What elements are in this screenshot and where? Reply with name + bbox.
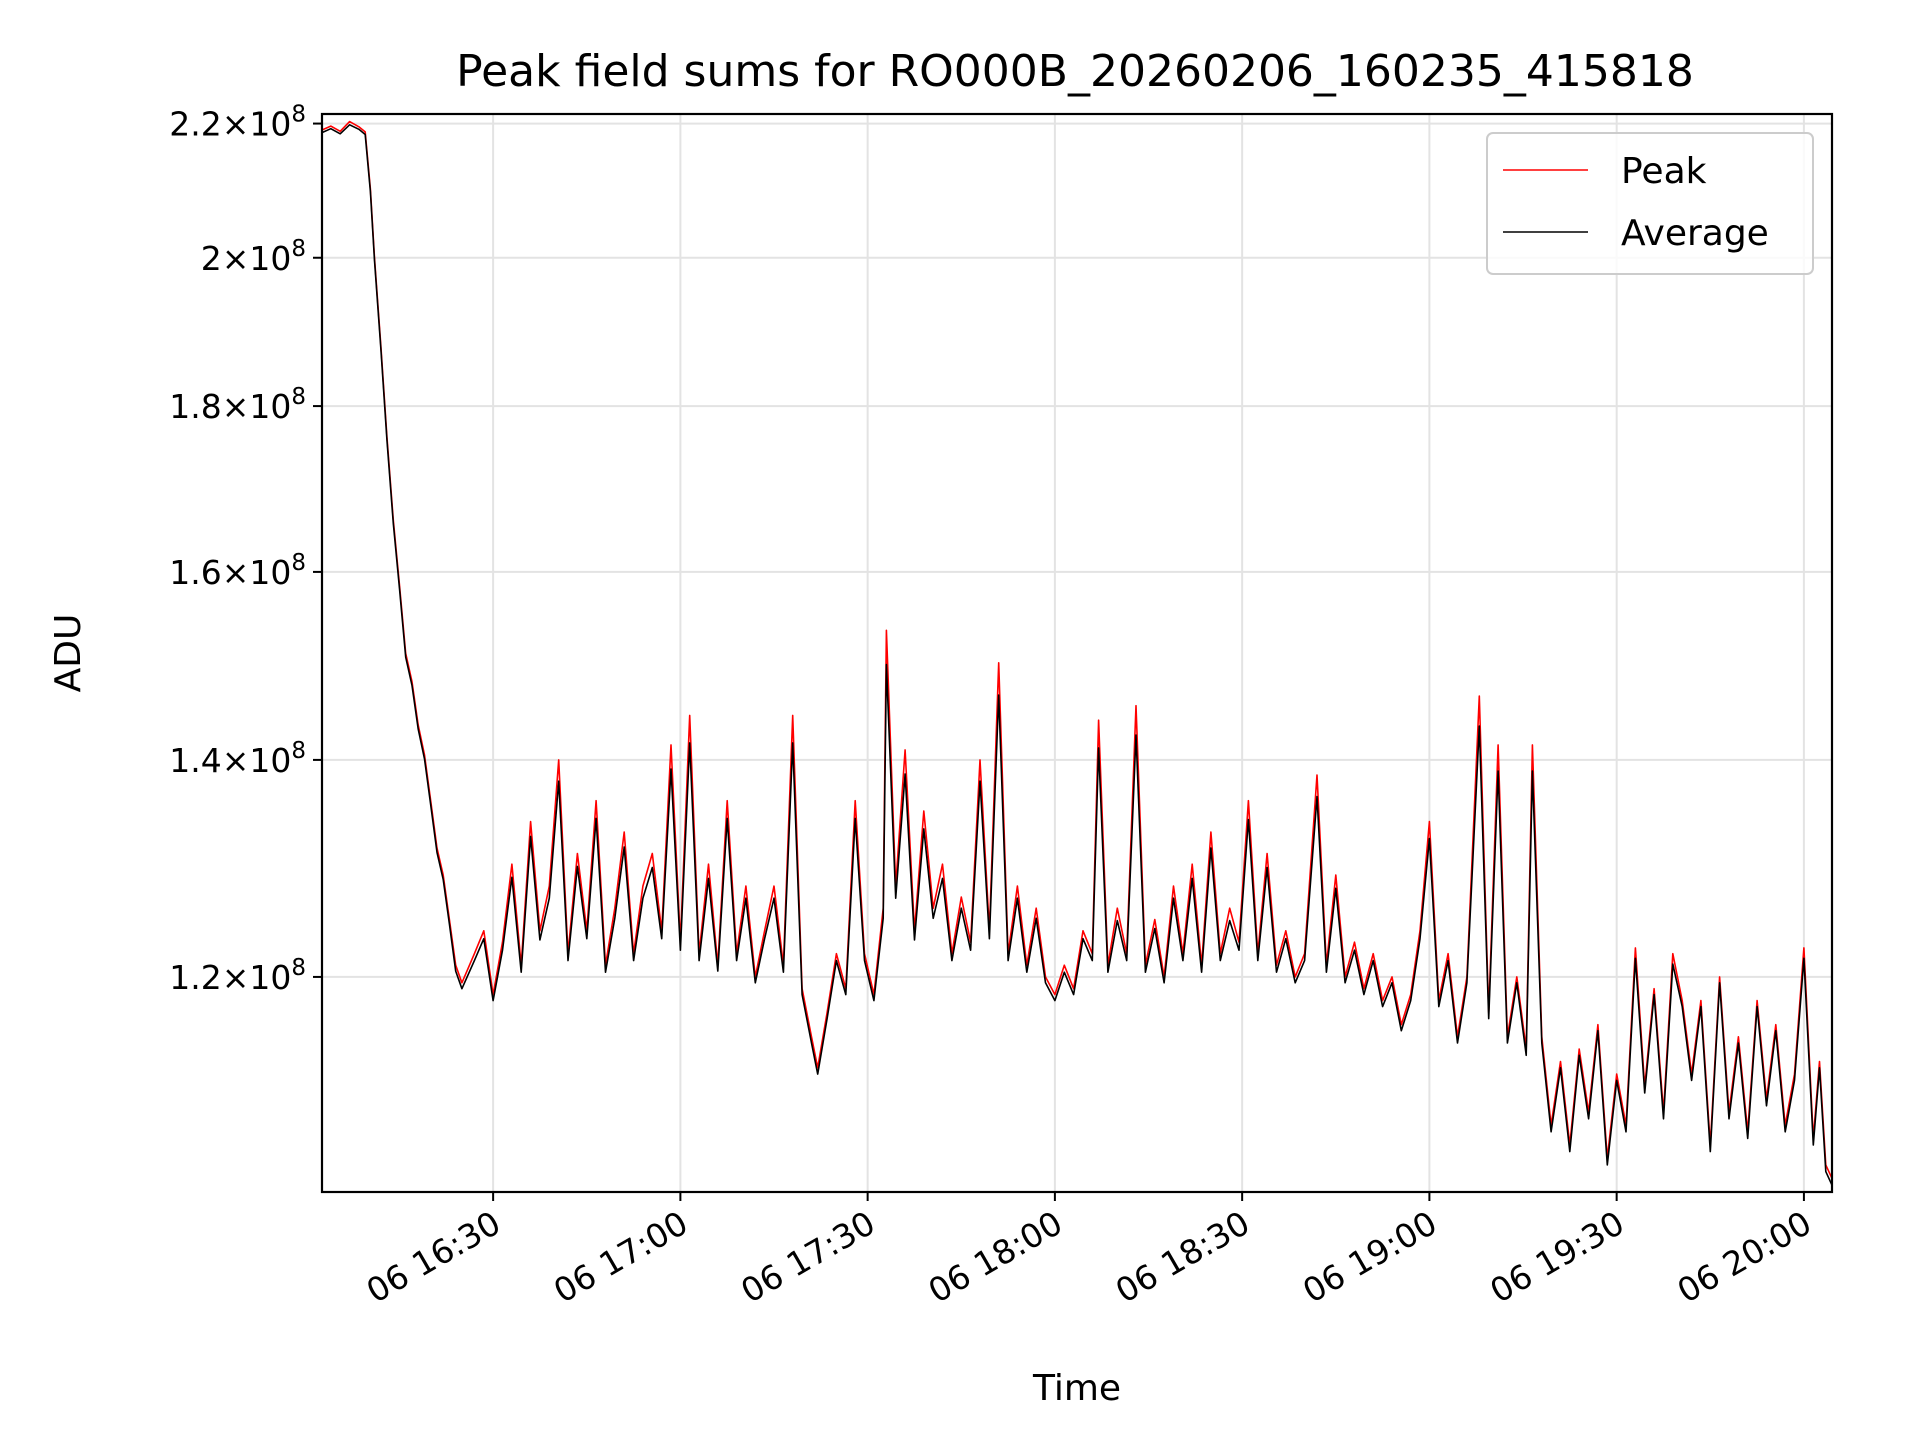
- y-tick-label: 1.6×108: [169, 550, 306, 592]
- plot-frame: [320, 112, 1834, 1194]
- y-tick-label: 1.2×108: [169, 955, 306, 997]
- y-axis-label: ADU: [48, 614, 89, 693]
- y-tick-mantissa: 1.2: [169, 958, 221, 997]
- y-tick-times-ten: ×10: [222, 239, 292, 278]
- grid-layer: [322, 114, 1832, 1192]
- y-tick-mantissa: 1.8: [169, 387, 221, 426]
- x-axis-label: Time: [1032, 1368, 1121, 1409]
- y-tick-mantissa: 1.6: [169, 553, 221, 592]
- y-tick-times-ten: ×10: [222, 387, 292, 426]
- legend-box: [1486, 132, 1814, 275]
- y-tick-exponent: 8: [291, 384, 306, 410]
- y-tick-exponent: 8: [291, 955, 306, 981]
- y-tick-label: 1.8×108: [169, 384, 306, 426]
- series-layer: [321, 120, 1833, 1186]
- y-tick-times-ten: ×10: [222, 105, 292, 144]
- y-tick-label: 1.4×108: [169, 738, 306, 780]
- y-tick-times-ten: ×10: [222, 553, 292, 592]
- y-tick-label: 2.2×108: [169, 102, 306, 144]
- y-tick-exponent: 8: [291, 550, 306, 576]
- y-tick-times-ten: ×10: [222, 958, 292, 997]
- y-tick-mantissa: 1.4: [169, 741, 221, 780]
- legend: Peak Average: [1486, 132, 1814, 275]
- y-tick-times-ten: ×10: [222, 741, 292, 780]
- legend-label-average: Average: [1621, 213, 1769, 254]
- y-tick-label: 2×108: [201, 236, 306, 278]
- y-tick-mantissa: 2: [201, 239, 222, 278]
- y-tick-exponent: 8: [291, 236, 306, 262]
- y-tick-mantissa: 2.2: [169, 105, 221, 144]
- y-tick-exponent: 8: [291, 738, 306, 764]
- y-tick-exponent: 8: [291, 102, 306, 128]
- chart-title: Peak field sums for RO000B_20260206_1602…: [456, 46, 1694, 97]
- series-line-average: [321, 124, 1833, 1186]
- legend-label-peak: Peak: [1621, 151, 1707, 192]
